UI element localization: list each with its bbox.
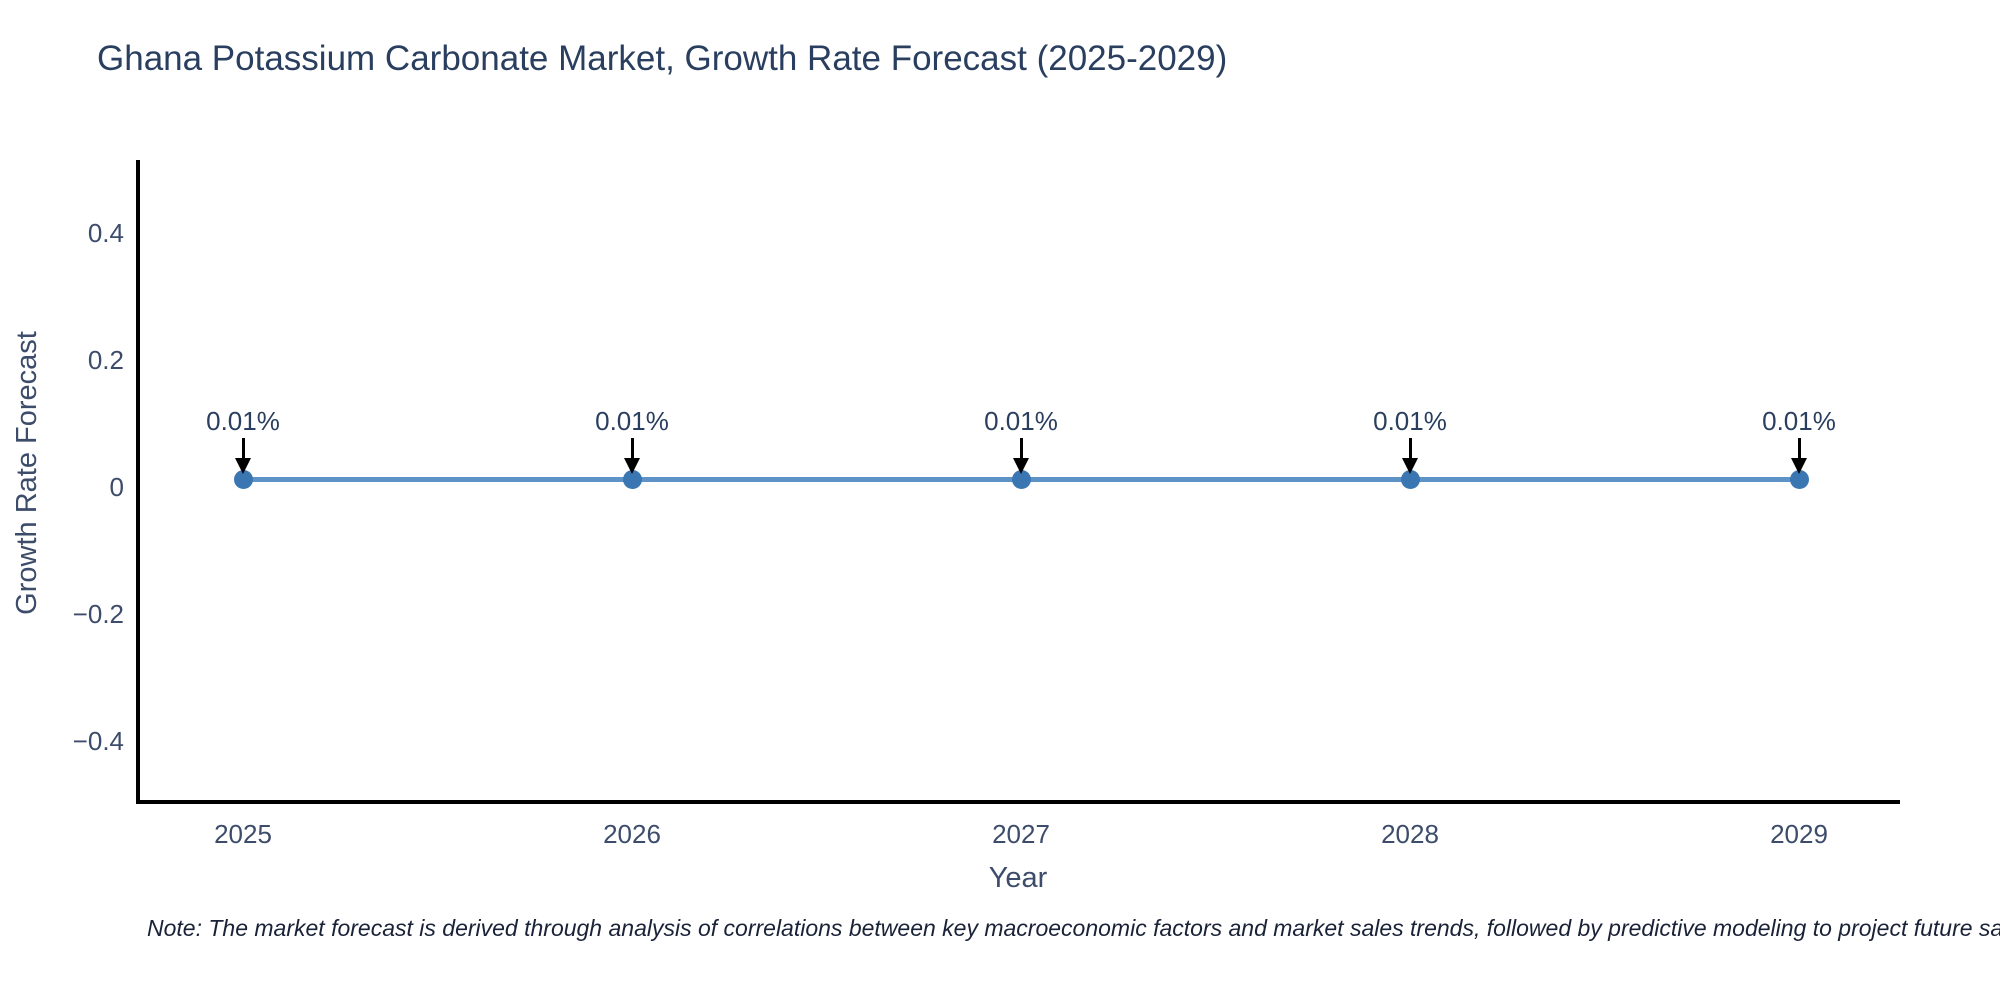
y-tick-label: −0.2: [72, 599, 124, 629]
annotation-label-2027: 0.01%: [984, 406, 1058, 436]
y-axis-title: Growth Rate Forecast: [11, 331, 43, 615]
annotation-arrow-shaft: [631, 438, 634, 460]
x-tick-label: 2025: [214, 819, 272, 849]
annotation-arrow-shaft: [1409, 438, 1412, 460]
annotation-arrow-head-icon: [1402, 458, 1418, 474]
y-tick-label: 0.4: [87, 218, 124, 248]
data-point-2027: [1012, 470, 1031, 489]
annotation-arrow-head-icon: [1791, 458, 1807, 474]
x-tick-label: 2028: [1381, 819, 1439, 849]
annotation-arrow-head-icon: [1013, 458, 1029, 474]
x-tick-label: 2027: [992, 819, 1050, 849]
annotation-label-2026: 0.01%: [595, 406, 669, 436]
y-axis-line: [136, 160, 140, 804]
y-tick-label: 0.2: [87, 345, 124, 375]
x-axis-line: [136, 800, 1900, 804]
data-point-2025: [234, 470, 253, 489]
y-tick-label: −0.4: [72, 726, 124, 756]
annotation-arrow-shaft: [242, 438, 245, 460]
annotation-arrow-shaft: [1798, 438, 1801, 460]
x-tick-label: 2026: [603, 819, 661, 849]
annotation-label-2025: 0.01%: [206, 406, 280, 436]
data-point-2028: [1401, 470, 1420, 489]
y-tick-label: 0: [109, 472, 124, 502]
data-point-2029: [1790, 470, 1809, 489]
x-axis-title: Year: [988, 862, 1048, 894]
annotation-arrow-head-icon: [235, 458, 251, 474]
annotation-arrow-shaft: [1020, 438, 1023, 460]
annotation-arrow-head-icon: [624, 458, 640, 474]
chart-title: Ghana Potassium Carbonate Market, Growth…: [97, 39, 1228, 78]
data-point-2026: [623, 470, 642, 489]
x-tick-label: 2029: [1770, 819, 1828, 849]
annotation-label-2029: 0.01%: [1762, 406, 1836, 436]
annotation-label-2028: 0.01%: [1373, 406, 1447, 436]
chart-footnote: Note: The market forecast is derived thr…: [147, 915, 2000, 941]
